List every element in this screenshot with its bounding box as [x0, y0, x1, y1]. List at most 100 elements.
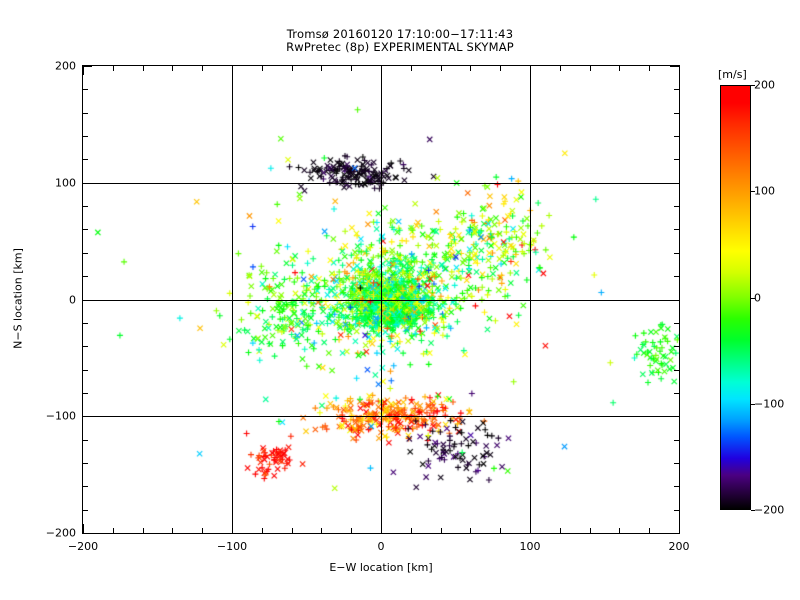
x-tick-top — [291, 66, 293, 71]
y-tick-left — [83, 112, 88, 114]
y-tick-label: 0 — [69, 293, 76, 306]
y-axis-title: N−S location [km] — [11, 248, 25, 349]
x-tick-bottom — [381, 524, 382, 533]
x-tick-bottom — [530, 524, 531, 533]
y-tick-label: 200 — [55, 59, 76, 73]
y-tick-label: 100 — [55, 176, 76, 190]
x-tick-top — [679, 66, 680, 75]
x-tick-label: 200 — [668, 540, 690, 553]
y-tick-left — [83, 392, 88, 394]
plot-area — [82, 65, 680, 534]
y-tick-left — [83, 66, 92, 67]
y-tick-left — [83, 299, 92, 301]
colorbar-unit-label: [m/s] — [718, 68, 747, 81]
y-tick-left — [83, 533, 92, 534]
x-axis-title: E−W location [km] — [329, 561, 433, 574]
y-tick-left — [83, 416, 92, 418]
figure-title-line-1: Tromsø 20160120 17:10:00−17:11:43 — [286, 27, 514, 41]
y-tick-left — [83, 322, 88, 324]
y-tick-left — [83, 252, 88, 254]
x-tick-top — [83, 66, 84, 75]
y-tick-left — [83, 462, 88, 464]
y-tick-right — [674, 159, 679, 161]
x-tick-bottom — [559, 528, 561, 533]
x-tick-top — [470, 66, 472, 71]
x-tick-top — [440, 66, 442, 71]
x-tick-top — [112, 66, 114, 71]
y-tick-right — [674, 136, 679, 138]
x-tick-bottom — [232, 524, 233, 533]
x-tick-bottom — [679, 524, 680, 533]
y-tick-right — [674, 439, 679, 441]
x-tick-bottom — [440, 528, 442, 533]
x-tick-bottom — [172, 528, 174, 533]
colorbar-tick-mark — [751, 85, 755, 86]
y-tick-left — [83, 439, 88, 441]
x-tick-bottom — [649, 528, 651, 533]
x-tick-label: 0 — [377, 540, 385, 553]
y-tick-right — [674, 229, 679, 231]
y-tick-left — [83, 182, 92, 184]
colorbar-tick-mark — [751, 403, 755, 405]
figure-title-line-2: RwPretec (8p) EXPERIMENTAL SKYMAP — [286, 40, 514, 54]
colorbar: [m/s] 200 100 0 −100 −200 — [718, 68, 784, 517]
y-tick-right — [670, 533, 679, 534]
y-tick-right — [674, 369, 679, 371]
y-tick-right — [670, 299, 679, 301]
x-tick-top — [232, 66, 233, 75]
x-tick-top — [261, 66, 263, 71]
x-tick-top — [589, 66, 591, 71]
colorbar-tick-label: 0 — [754, 291, 761, 304]
y-tick-left — [83, 369, 88, 371]
y-tick-left — [83, 159, 88, 161]
x-tick-bottom — [410, 528, 412, 533]
y-tick-left — [83, 509, 88, 511]
y-tick-left — [83, 136, 88, 138]
x-tick-bottom — [291, 528, 293, 533]
x-tick-top — [172, 66, 174, 71]
x-tick-bottom — [321, 528, 323, 533]
y-tick-right — [674, 89, 679, 91]
x-tick-top — [202, 66, 204, 71]
x-tick-top — [500, 66, 502, 71]
colorbar-tick-mark — [751, 191, 755, 193]
x-tick-top — [559, 66, 561, 71]
x-tick-label: −100 — [216, 540, 248, 553]
y-tick-left — [83, 486, 88, 488]
colorbar-tick-label: 200 — [754, 78, 775, 92]
y-tick-left — [83, 229, 88, 231]
x-tick-bottom — [470, 528, 472, 533]
y-tick-right — [674, 322, 679, 324]
y-tick-label: −100 — [45, 409, 76, 423]
y-tick-right — [674, 206, 679, 208]
x-tick-label: −200 — [67, 540, 99, 553]
y-tick-right — [674, 112, 679, 114]
x-tick-bottom — [112, 528, 114, 533]
colorbar-tick-mark — [751, 297, 755, 299]
gridline-horizontal — [83, 299, 679, 301]
y-tick-left — [83, 276, 88, 278]
x-tick-bottom — [351, 528, 353, 533]
x-tick-top — [649, 66, 651, 71]
y-tick-right — [674, 509, 679, 511]
y-tick-right — [674, 392, 679, 394]
y-tick-right — [670, 66, 679, 67]
y-tick-label: −200 — [45, 526, 76, 540]
y-tick-right — [670, 182, 679, 184]
y-tick-left — [83, 346, 88, 348]
x-tick-bottom — [202, 528, 204, 533]
gridline-horizontal — [83, 416, 679, 418]
gridline-horizontal — [83, 182, 679, 184]
x-tick-top — [410, 66, 412, 71]
x-tick-bottom — [83, 524, 84, 533]
x-tick-label: 100 — [519, 540, 541, 553]
x-tick-bottom — [619, 528, 621, 533]
y-tick-right — [674, 346, 679, 348]
x-tick-bottom — [142, 528, 144, 533]
x-tick-top — [351, 66, 353, 71]
y-tick-right — [674, 252, 679, 254]
y-tick-left — [83, 89, 88, 91]
x-tick-top — [321, 66, 323, 71]
x-tick-top — [530, 66, 531, 75]
